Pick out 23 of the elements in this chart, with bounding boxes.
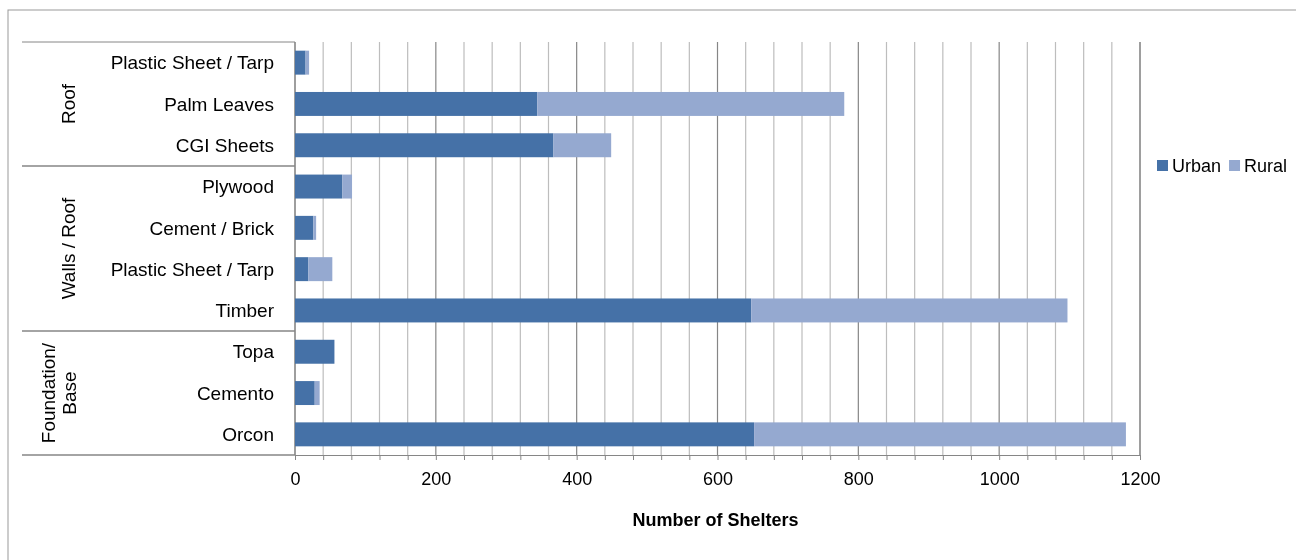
x-tick-label: 1200 — [1120, 468, 1161, 489]
text: Walls / Roof — [58, 196, 79, 300]
x-axis-title: Number of Shelters — [632, 510, 799, 530]
x-tick-label: 800 — [843, 468, 874, 489]
x-tick-label: 400 — [562, 468, 593, 489]
legend-label: Rural — [1244, 156, 1288, 177]
y-tick-label: Orcon — [222, 424, 274, 445]
x-tick-label: 1000 — [979, 468, 1020, 489]
text: Foundation/ Base — [38, 342, 80, 444]
y-tick-label: Cement / Brick — [149, 217, 275, 239]
x-tick-label: 600 — [702, 468, 734, 489]
y-tick-label: CGI Sheets — [175, 134, 274, 156]
y-tick-label: Cemento — [196, 382, 274, 404]
x-tick-label: 0 — [290, 468, 301, 489]
y-tick-label: Plastic Sheet / Tarp — [110, 258, 274, 280]
y-tick-label: Plastic Sheet / Tarp — [110, 52, 274, 74]
text: Roof — [58, 83, 79, 125]
y-tick-label: Timber — [215, 300, 275, 322]
y-tick-label: Topa — [232, 341, 275, 363]
legend-label: Urban — [1172, 156, 1222, 177]
x-tick-label: 200 — [421, 468, 452, 489]
y-tick-label: Palm Leaves — [164, 93, 274, 115]
y-tick-label: Plywood — [202, 176, 274, 198]
